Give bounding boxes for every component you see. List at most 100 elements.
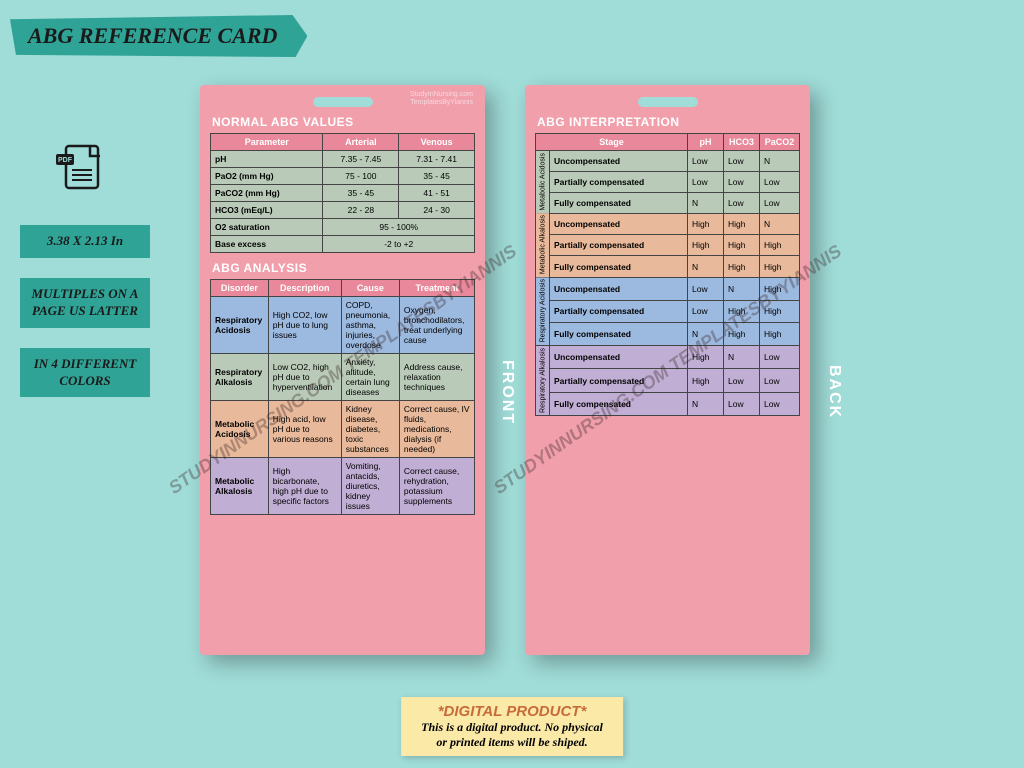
cell: Partially compensated	[550, 369, 688, 392]
cell: 41 - 51	[399, 185, 475, 202]
cell: Fully compensated	[550, 323, 688, 346]
cell: pH	[211, 151, 323, 168]
cell: High	[688, 346, 724, 369]
cell: Uncompensated	[550, 213, 688, 234]
size-box: 3.38 X 2.13 In	[20, 225, 150, 258]
col-desc: Description	[268, 280, 341, 297]
title-banner: ABG REFERENCE CARD	[10, 15, 307, 57]
cell: N	[724, 277, 760, 300]
cell: High	[760, 277, 800, 300]
cell: 7.35 - 7.45	[323, 151, 399, 168]
cell: High	[688, 213, 724, 234]
sidebar: PDF 3.38 X 2.13 In MULTIPLES ON A PAGE U…	[20, 140, 150, 417]
cell: PaO2 (mm Hg)	[211, 168, 323, 185]
cell: PaCO2 (mm Hg)	[211, 185, 323, 202]
cell: O2 saturation	[211, 219, 323, 236]
cell: Uncompensated	[550, 151, 688, 172]
cat-label: Metabolic Alkalosis	[536, 213, 550, 277]
cell: 75 - 100	[323, 168, 399, 185]
footer-line3: or printed items will be shiped.	[421, 735, 603, 750]
col-ph: pH	[688, 134, 724, 151]
cell: Partially compensated	[550, 300, 688, 323]
cell: 24 - 30	[399, 202, 475, 219]
cell: N	[688, 192, 724, 213]
cell: Anxiety, altitude, certain lung diseases	[341, 354, 399, 401]
cell: Partially compensated	[550, 234, 688, 255]
multi-box: MULTIPLES ON A PAGE US LATTER	[20, 278, 150, 328]
cat-label: Respiratory Acidosis	[536, 277, 550, 345]
cell: 35 - 45	[323, 185, 399, 202]
cell: High acid, low pH due to various reasons	[268, 401, 341, 458]
cell: Low	[724, 369, 760, 392]
cat-label: Respiratory Alkalosis	[536, 346, 550, 416]
cell: Oxygen, bronchodilators, treat underlyin…	[399, 297, 474, 354]
cell: 35 - 45	[399, 168, 475, 185]
cell: High bicarbonate, high pH due to specifi…	[268, 458, 341, 515]
cell: Partially compensated	[550, 171, 688, 192]
cell: High	[688, 369, 724, 392]
credit-l2: TemplatesByYiannis	[410, 99, 473, 107]
cell: Low	[760, 171, 800, 192]
cell: Low	[724, 171, 760, 192]
col-stage: Stage	[536, 134, 688, 151]
cell: Correct cause, IV fluids, medications, d…	[399, 401, 474, 458]
cell: Low	[760, 369, 800, 392]
normal-values-table: ParameterArterialVenous pH7.35 - 7.457.3…	[210, 133, 475, 253]
cell: Low	[724, 392, 760, 415]
cell: Address cause, relaxation techniques	[399, 354, 474, 401]
colors-box: IN 4 DIFFERENT COLORS	[20, 348, 150, 398]
front-card: StudyInNursing.com TemplatesByYiannis NO…	[200, 85, 485, 655]
cell: Respiratory Acidosis	[211, 297, 269, 354]
cell: Fully compensated	[550, 256, 688, 277]
cell: Low	[688, 171, 724, 192]
cell: High	[724, 213, 760, 234]
col-disorder: Disorder	[211, 280, 269, 297]
cell: 7.31 - 7.41	[399, 151, 475, 168]
badge-slot	[313, 97, 373, 107]
cell: N	[760, 213, 800, 234]
cell: Low	[688, 277, 724, 300]
cell: High	[724, 256, 760, 277]
cell: Low	[688, 151, 724, 172]
cell: Metabolic Acidosis	[211, 401, 269, 458]
cell: Base excess	[211, 236, 323, 253]
normal-values-title: NORMAL ABG VALUES	[212, 115, 475, 129]
cell: Uncompensated	[550, 346, 688, 369]
cell: Fully compensated	[550, 392, 688, 415]
interpretation-title: ABG INTERPRETATION	[537, 115, 800, 129]
col-treatment: Treatment	[399, 280, 474, 297]
page-title: ABG REFERENCE CARD	[28, 23, 277, 48]
cell: Low	[724, 151, 760, 172]
cell: Fully compensated	[550, 192, 688, 213]
col-hco3: HCO3	[724, 134, 760, 151]
cell: High	[688, 234, 724, 255]
cell: N	[688, 256, 724, 277]
cell: Metabolic Alkalosis	[211, 458, 269, 515]
credit-l1: StudyInNursing.com	[410, 91, 473, 99]
cell: High	[760, 234, 800, 255]
cell: Low	[760, 192, 800, 213]
cell: Low	[760, 392, 800, 415]
badge-slot	[638, 97, 698, 107]
col-cause: Cause	[341, 280, 399, 297]
cell: Low	[760, 346, 800, 369]
cell: 22 - 28	[323, 202, 399, 219]
pdf-icon: PDF	[50, 140, 110, 200]
back-label: BACK	[825, 365, 843, 419]
cell: Uncompensated	[550, 277, 688, 300]
cell: Low	[724, 192, 760, 213]
front-label: FRONT	[498, 360, 516, 425]
cell: N	[688, 323, 724, 346]
col-venous: Venous	[399, 134, 475, 151]
cell: High	[724, 300, 760, 323]
cell: High	[760, 300, 800, 323]
footer-line2: This is a digital product. No physical	[421, 720, 603, 735]
cell: Respiratory Alkalosis	[211, 354, 269, 401]
analysis-title: ABG ANALYSIS	[212, 261, 475, 275]
interpretation-table: StagepHHCO3PaCO2 Metabolic AcidosisUncom…	[535, 133, 800, 416]
cell: Kidney disease, diabetes, toxic substanc…	[341, 401, 399, 458]
cell: N	[688, 392, 724, 415]
col-arterial: Arterial	[323, 134, 399, 151]
cell: Correct cause, rehydration, potassium su…	[399, 458, 474, 515]
col-paco2: PaCO2	[760, 134, 800, 151]
